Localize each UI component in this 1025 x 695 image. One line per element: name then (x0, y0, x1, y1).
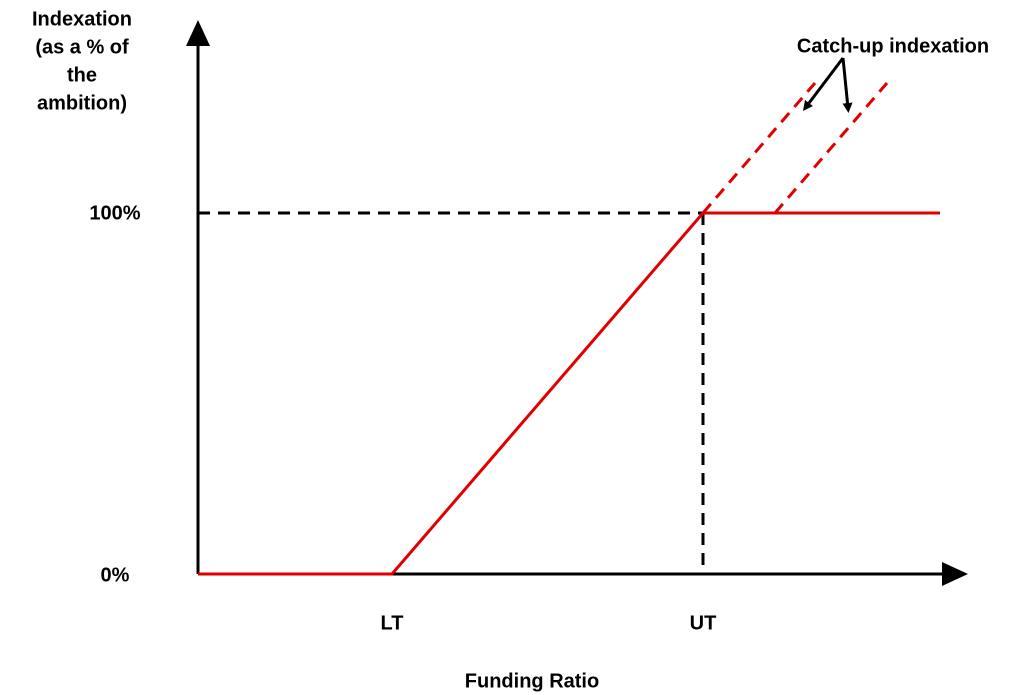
catch-up-line (773, 82, 889, 214)
y-axis-title: the (67, 64, 97, 86)
annotation: Catch-up indexation (797, 35, 989, 57)
y-axis-title: ambition) (37, 92, 127, 114)
y-label: 0% (101, 564, 130, 586)
x-label: UT (690, 612, 717, 634)
x-label: LT (381, 612, 404, 634)
y-axis-title: (as a % of (35, 36, 129, 58)
y-label: 100% (89, 202, 140, 224)
y-axis-title: Indexation (32, 8, 132, 30)
y-axis-arrow (186, 20, 210, 46)
x-axis-arrow (942, 562, 968, 586)
annotation-arrow (841, 57, 853, 113)
x-axis-title: Funding Ratio (465, 670, 599, 692)
catch-up-line (701, 82, 817, 214)
annotation-arrow (802, 57, 845, 111)
indexation-line (198, 211, 940, 576)
